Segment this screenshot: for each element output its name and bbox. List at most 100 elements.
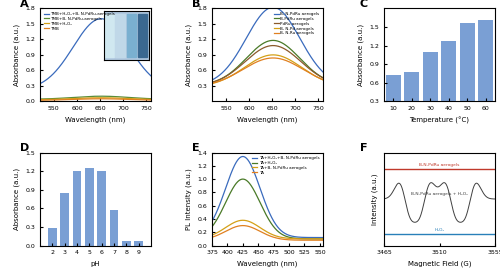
X-axis label: Temperature (°C): Temperature (°C) [410, 117, 470, 124]
TMB+H₂O₂+B, N-PdRu-aerogels [148, 74, 154, 78]
TA+B, N-PdRu aerogels [276, 235, 281, 238]
TMB+H₂O₂+B, N-PdRu-aerogels [90, 20, 96, 23]
TMB [37, 98, 43, 102]
TMB [128, 98, 134, 101]
B, N-Pd aerogels [209, 82, 215, 85]
PdRu aerogels [262, 45, 268, 49]
PdRu aerogels [269, 44, 275, 47]
TA+H₂O₂+B, N-PdRu aerogels [270, 217, 276, 220]
TA+H₂O₂ [300, 237, 306, 240]
TA+H₂O₂ [262, 211, 268, 214]
Line: TA+H₂O₂: TA+H₂O₂ [212, 179, 323, 239]
Text: B,N-PdRu aerogels: B,N-PdRu aerogels [420, 163, 460, 167]
TMB+H₂O₂ [146, 98, 152, 101]
B, N-Pd aerogels [300, 67, 306, 70]
B, N-PdRu aerogels [262, 9, 268, 13]
TMB+H₂O₂+B, N-PdRu-aerogels [98, 17, 104, 20]
Text: D: D [20, 143, 30, 153]
Line: B, N-Pd aerogels: B, N-Pd aerogels [212, 55, 323, 84]
Text: A: A [20, 0, 28, 9]
Text: B,N-PdRu aerogels + H₂O₂: B,N-PdRu aerogels + H₂O₂ [411, 192, 468, 196]
TMB [98, 97, 104, 100]
TA [276, 237, 281, 240]
TMB+H₂O₂+B, N-PdRu-aerogels [104, 18, 110, 22]
B, N-Pd aerogels [262, 54, 268, 58]
Bar [122, 240, 130, 246]
TMB+H₂O₂+B, N-PdRu-aerogels [97, 17, 103, 20]
Line: B-PdRu aerogels: B-PdRu aerogels [212, 40, 323, 83]
Y-axis label: Absorbance (a.u.): Absorbance (a.u.) [13, 24, 20, 86]
Y-axis label: Absorbance (a.u.): Absorbance (a.u.) [13, 168, 20, 230]
B, N-Ru aerogels [269, 56, 275, 60]
B, N-Ru aerogels [300, 68, 306, 71]
B, N-Ru aerogels [270, 56, 276, 60]
TA+H₂O₂+B, N-PdRu aerogels [209, 219, 215, 223]
Bar [60, 193, 69, 246]
TMB+B, N-PdRu-aerogels [97, 95, 103, 98]
TA+B, N-PdRu aerogels [262, 229, 268, 232]
Legend: TMB+H₂O₂+B, N-PdRu-aerogels, TMB+B, N-PdRu-aerogels, TMB+H₂O₂, TMB: TMB+H₂O₂+B, N-PdRu-aerogels, TMB+B, N-Pd… [42, 10, 117, 32]
Y-axis label: PL Intensity (a.u.): PL Intensity (a.u.) [185, 168, 192, 230]
Text: H₂O₂: H₂O₂ [434, 228, 444, 232]
B-PdRu aerogels [276, 40, 281, 43]
B, N-Ru aerogels [320, 78, 326, 81]
Line: TMB: TMB [40, 99, 151, 100]
TA [320, 239, 326, 242]
TMB+B, N-PdRu-aerogels [146, 97, 152, 100]
TA [318, 239, 324, 242]
PdRu aerogels [270, 44, 276, 47]
Bar [386, 75, 400, 120]
B, N-Pd aerogels [318, 77, 324, 80]
TA+H₂O₂+B, N-PdRu aerogels [240, 155, 246, 158]
B, N-Pd aerogels [269, 53, 275, 57]
TA [262, 232, 268, 236]
TA+H₂O₂ [276, 230, 281, 233]
B, N-Ru aerogels [276, 57, 281, 60]
TMB+B, N-PdRu-aerogels [148, 97, 154, 100]
TA+B, N-PdRu aerogels [320, 237, 326, 240]
Line: TMB+B, N-PdRu-aerogels: TMB+B, N-PdRu-aerogels [40, 96, 151, 99]
B, N-PdRu aerogels [269, 6, 275, 9]
B-PdRu aerogels [318, 75, 324, 78]
X-axis label: Wavelength (nm): Wavelength (nm) [66, 117, 126, 123]
Line: TA+H₂O₂+B, N-PdRu aerogels: TA+H₂O₂+B, N-PdRu aerogels [212, 157, 323, 237]
PdRu aerogels [318, 75, 324, 78]
TA [209, 235, 215, 239]
TMB [90, 97, 96, 100]
TA+B, N-PdRu aerogels [240, 219, 246, 222]
PdRu aerogels [300, 62, 306, 65]
B-PdRu aerogels [270, 39, 276, 42]
B, N-Pd aerogels [262, 54, 268, 58]
Text: B: B [192, 0, 200, 9]
TMB [104, 97, 110, 100]
TA [240, 224, 246, 227]
TA+H₂O₂+B, N-PdRu aerogels [320, 236, 326, 239]
Y-axis label: Absorbance (a.u.): Absorbance (a.u.) [185, 24, 192, 86]
TA+H₂O₂ [318, 237, 324, 240]
PdRu aerogels [320, 76, 326, 80]
TMB+H₂O₂ [98, 96, 104, 99]
Bar [85, 168, 94, 246]
TA+B, N-PdRu aerogels [318, 237, 324, 240]
Bar [110, 210, 118, 246]
Bar [48, 228, 56, 246]
Line: PdRu aerogels: PdRu aerogels [212, 45, 323, 82]
TMB+H₂O₂ [104, 96, 110, 100]
Line: B, N-Ru aerogels: B, N-Ru aerogels [212, 58, 323, 83]
TMB+B, N-PdRu-aerogels [90, 95, 96, 98]
X-axis label: Wavelength (nm): Wavelength (nm) [238, 261, 298, 268]
B, N-Ru aerogels [318, 77, 324, 80]
TMB+H₂O₂ [37, 98, 43, 101]
TA [300, 239, 306, 242]
TA+B, N-PdRu aerogels [209, 234, 215, 237]
Text: C: C [360, 0, 368, 9]
Bar [423, 52, 438, 120]
TA [262, 232, 268, 235]
X-axis label: Wavelength (nm): Wavelength (nm) [238, 117, 298, 123]
B, N-PdRu aerogels [262, 9, 268, 12]
TMB+H₂O₂ [90, 96, 96, 100]
TA+H₂O₂+B, N-PdRu aerogels [262, 202, 268, 205]
B, N-PdRu aerogels [300, 42, 306, 46]
B, N-Pd aerogels [270, 53, 276, 57]
B, N-PdRu aerogels [320, 70, 326, 74]
